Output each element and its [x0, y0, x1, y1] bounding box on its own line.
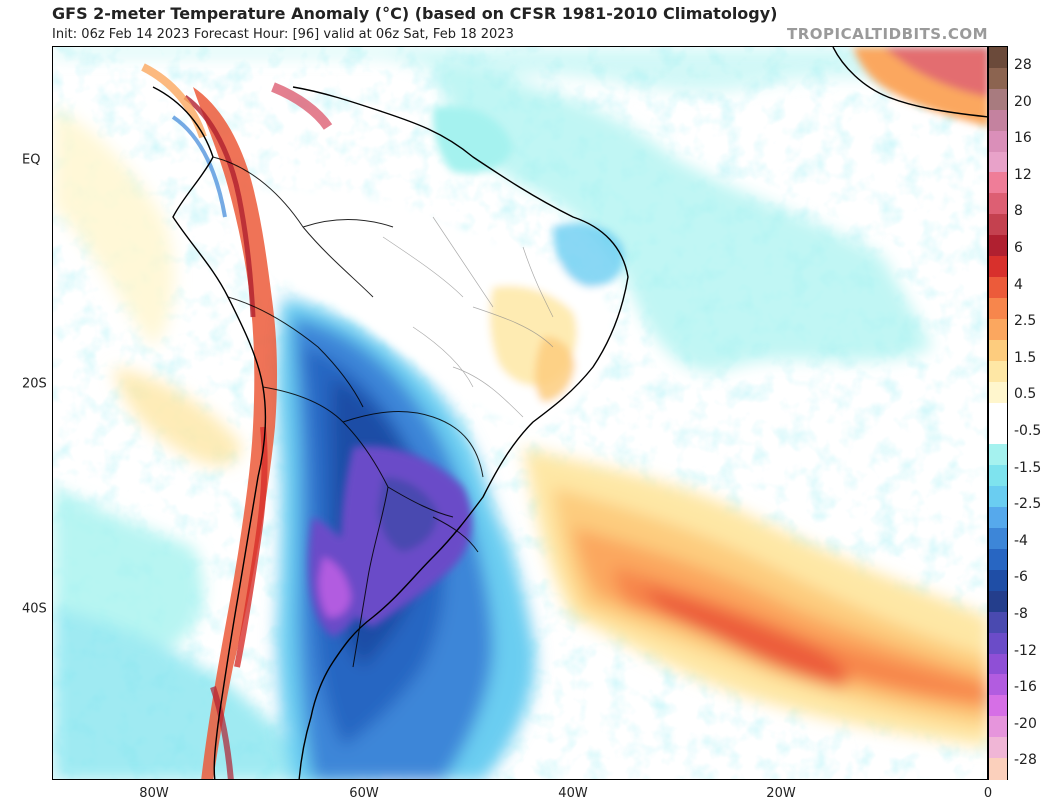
colorbar-swatch — [989, 151, 1007, 174]
colorbar-swatch — [989, 528, 1007, 550]
colorbar-swatch — [989, 695, 1007, 717]
colorbar-swatch — [989, 235, 1007, 257]
lon-label-40w: 40W — [558, 786, 588, 801]
colorbar-label: 4 — [1014, 276, 1023, 293]
colorbar-swatch — [989, 360, 1007, 383]
colorbar-label: -20 — [1014, 715, 1037, 732]
lat-label-eq: EQ — [22, 152, 41, 168]
source-watermark: TROPICALTIDBITS.COM — [787, 25, 988, 43]
map-canvas — [53, 47, 987, 779]
colorbar-swatch — [989, 486, 1007, 508]
colorbar-label: -6 — [1014, 569, 1028, 586]
lon-label-0: 0 — [983, 786, 993, 801]
colorbar-swatch — [989, 444, 1007, 466]
colorbar-swatch — [989, 423, 1007, 445]
temperature-anomaly-map — [52, 46, 988, 780]
pacific-warm-streak — [53, 107, 243, 466]
colorbar-label: -8 — [1014, 606, 1028, 622]
colorbar-swatch — [989, 47, 1007, 69]
colorbar-label: -12 — [1014, 642, 1037, 659]
colorbar-swatch — [989, 674, 1007, 696]
colorbar-swatch — [989, 653, 1007, 675]
lat-label-40s: 40S — [22, 601, 47, 617]
colorbar-label: -0.5 — [1014, 423, 1042, 439]
lon-label-20w: 20W — [766, 786, 796, 801]
colorbar-label: -2.5 — [1014, 496, 1042, 513]
colorbar-swatch — [989, 67, 1007, 90]
colorbar-swatch — [989, 297, 1007, 320]
state-borders — [382, 216, 554, 418]
lat-label-20s: 20S — [22, 376, 47, 392]
colorbar-label: -16 — [1014, 679, 1037, 696]
forecast-info: Init: 06z Feb 14 2023 Forecast Hour: [96… — [52, 27, 514, 42]
colorbar-label: 20 — [1014, 93, 1032, 110]
map-title: GFS 2-meter Temperature Anomaly (°C) (ba… — [52, 4, 778, 23]
colorbar-swatch — [989, 716, 1007, 738]
colorbar-label: -1.5 — [1014, 459, 1042, 476]
colorbar-swatch — [989, 632, 1007, 655]
colorbar-label: 8 — [1014, 203, 1023, 220]
colorbar-swatch — [989, 758, 1007, 780]
colorbar-swatch — [989, 214, 1007, 236]
africa-warm — [853, 47, 987, 127]
colorbar-swatch — [989, 318, 1007, 341]
anomaly-colorbar — [988, 46, 1008, 780]
colorbar-swatch — [989, 590, 1007, 613]
colorbar-label: 0.5 — [1014, 386, 1037, 403]
colorbar-swatch — [989, 737, 1007, 759]
colorbar-label: 2.5 — [1014, 313, 1037, 330]
colorbar-swatch — [989, 569, 1007, 592]
colorbar-swatch — [989, 402, 1007, 425]
colorbar-swatch — [989, 381, 1007, 404]
colorbar-swatch — [989, 193, 1007, 215]
colorbar-label: 16 — [1014, 130, 1032, 147]
colorbar-swatch — [989, 548, 1007, 571]
lon-label-80w: 80W — [139, 786, 169, 801]
colorbar-swatch — [989, 172, 1007, 194]
colorbar-swatch — [989, 277, 1007, 299]
country-borders — [212, 156, 484, 668]
colorbar-swatch — [989, 130, 1007, 153]
south-atlantic-warm-plume — [523, 447, 987, 747]
colorbar-swatch — [989, 611, 1007, 634]
coastlines — [152, 47, 987, 779]
colorbar-label: -28 — [1014, 752, 1037, 769]
colorbar-swatch — [989, 465, 1007, 487]
colorbar-label: 6 — [1014, 240, 1023, 256]
colorbar-label: 1.5 — [1014, 349, 1037, 366]
colorbar-label: 12 — [1014, 166, 1032, 183]
colorbar-swatch — [989, 339, 1007, 362]
lon-label-60w: 60W — [349, 786, 379, 801]
colorbar-swatch — [989, 256, 1007, 278]
colorbar-swatch — [989, 109, 1007, 132]
colorbar-label: -4 — [1014, 532, 1028, 549]
brazil-interior — [223, 106, 624, 427]
colorbar-swatch — [989, 507, 1007, 529]
intense-cold-core — [308, 446, 472, 637]
colorbar-swatch — [989, 88, 1007, 111]
colorbar-label: 28 — [1014, 57, 1032, 73]
